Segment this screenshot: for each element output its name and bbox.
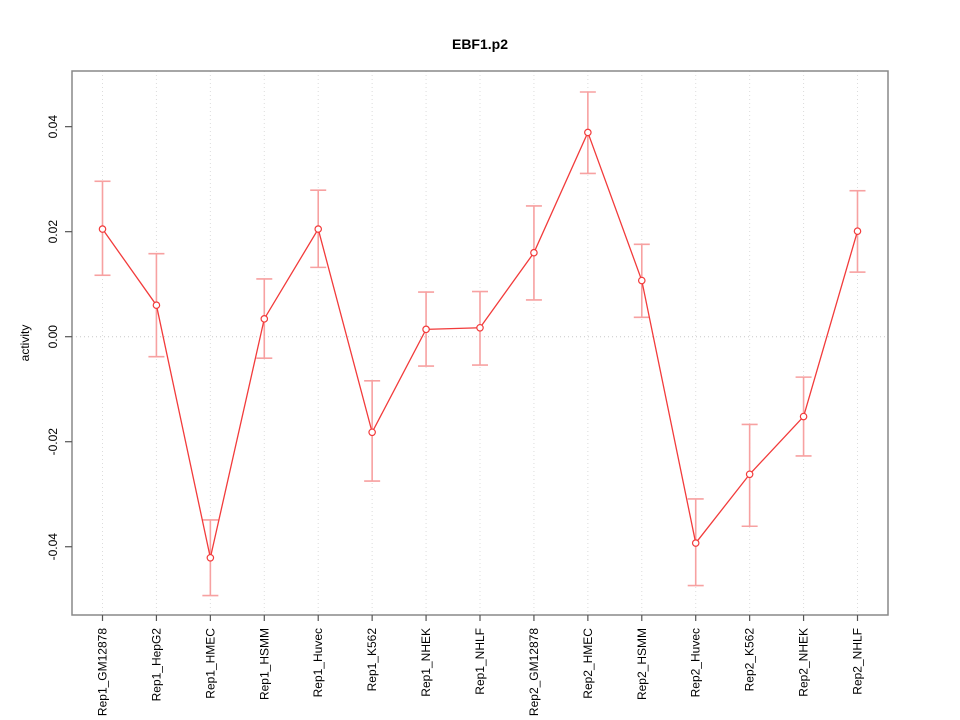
data-point xyxy=(368,428,376,437)
data-point xyxy=(853,227,862,235)
data-point xyxy=(799,412,808,421)
data-points xyxy=(98,128,862,562)
chart-title: EBF1.p2 xyxy=(451,36,508,52)
data-point xyxy=(98,225,107,233)
x-tick-label: Rep1_Huvec xyxy=(311,628,325,697)
x-tick-label: Rep1_HSMM xyxy=(257,628,271,700)
axis-ticks xyxy=(65,126,859,621)
data-point xyxy=(152,301,161,309)
y-tick-labels: -0.04 -0.02 0.00 0.02 0.04 xyxy=(46,115,60,561)
x-tick-label: Rep2_HSMM xyxy=(635,628,649,700)
data-point xyxy=(260,315,269,323)
x-tick-label: Rep2_K562 xyxy=(743,628,757,692)
data-point xyxy=(745,470,754,479)
x-tick-label: Rep1_GM12878 xyxy=(96,628,110,716)
y-tick-label: -0.02 xyxy=(46,428,60,456)
x-tick-labels: Rep1_GM12878 Rep1_HepG2 Rep1_HMEC Rep1_HSMM… xyxy=(96,628,865,716)
data-point xyxy=(637,276,646,285)
data-point xyxy=(691,539,700,547)
data-point xyxy=(530,248,538,257)
x-tick-label: Rep2_NHLF xyxy=(851,628,865,695)
data-point xyxy=(314,225,323,233)
x-tick-label: Rep1_NHLF xyxy=(473,628,487,695)
y-tick-label: 0.00 xyxy=(46,325,60,349)
data-point xyxy=(206,553,215,562)
x-tick-label: Rep1_HMEC xyxy=(203,628,217,699)
y-tick-label: 0.04 xyxy=(46,115,60,139)
data-point xyxy=(422,325,430,334)
x-tick-label: Rep1_NHEK xyxy=(419,628,433,697)
x-tick-label: Rep1_HepG2 xyxy=(149,628,163,702)
data-point xyxy=(476,323,484,332)
x-tick-label: Rep2_NHEK xyxy=(797,628,811,697)
y-tick-label: -0.04 xyxy=(46,533,60,561)
y-tick-label: 0.02 xyxy=(46,220,60,244)
x-tick-label: Rep2_GM12878 xyxy=(527,628,541,716)
x-tick-label: Rep1_K562 xyxy=(365,628,379,692)
x-tick-label: Rep2_HMEC xyxy=(581,628,595,699)
data-point xyxy=(584,128,592,137)
x-tick-label: Rep2_Huvec xyxy=(689,628,703,697)
